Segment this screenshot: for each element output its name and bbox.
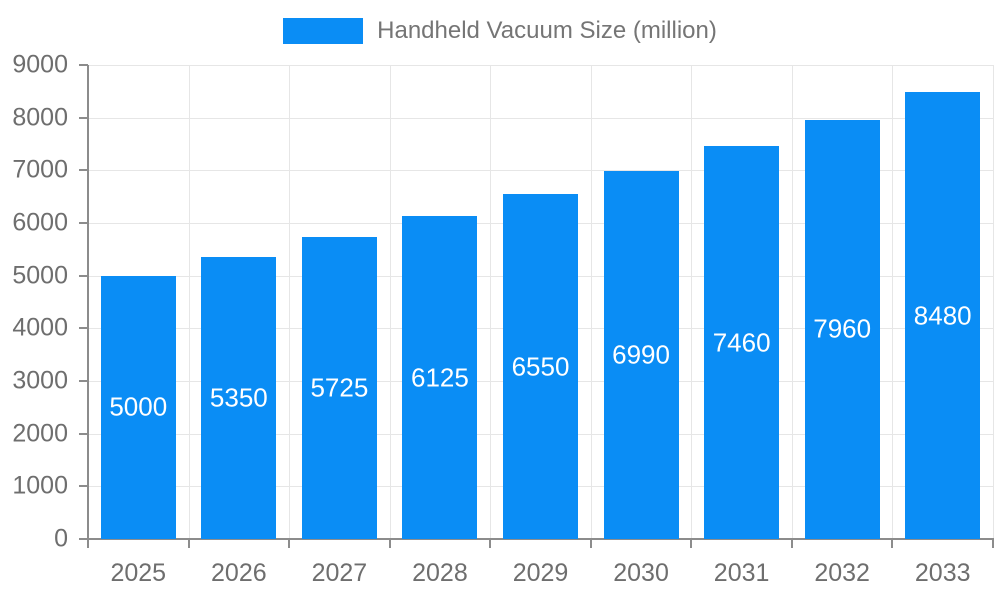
y-axis-tick [79,222,88,224]
bar [804,119,880,539]
x-tick-label: 2033 [914,559,971,587]
y-tick-label: 9000 [12,50,68,79]
y-axis-line [87,65,89,540]
bar [905,92,981,539]
bar [201,257,277,539]
x-axis-tick [388,539,391,548]
bar [704,146,780,539]
x-axis-tick [992,539,994,548]
bar-value-label: 5000 [109,391,168,422]
v-gridline [389,65,391,539]
v-gridline [590,65,592,539]
x-tick-label: 2029 [512,559,569,587]
bar-value-label: 8480 [913,300,972,331]
v-gridline [791,65,793,539]
legend-series-label: Handheld Vacuum Size (million) [377,17,717,44]
y-axis-tick [79,116,88,119]
v-gridline [289,65,291,539]
x-tick-label: 2030 [613,559,669,587]
bar-value-label: 7960 [813,313,872,344]
y-tick-label: 7000 [12,155,68,184]
y-axis-tick [79,485,88,488]
y-axis-tick [79,64,88,66]
bar-value-label: 6125 [411,362,469,393]
bar [301,237,377,539]
bar [402,216,478,539]
x-axis-tick [288,539,291,548]
x-axis-tick [489,539,492,548]
x-tick-label: 2028 [412,559,468,587]
x-tick-label: 2027 [311,559,368,587]
h-gridline [88,170,993,172]
y-axis-tick [79,432,88,435]
bar [603,170,679,539]
x-axis-tick [790,539,793,548]
y-tick-label: 0 [54,524,68,553]
x-tick-label: 2025 [110,559,167,587]
v-gridline [892,65,894,539]
v-gridline [188,65,190,539]
y-tick-label: 1000 [12,471,68,500]
bar-value-label: 5350 [209,382,268,413]
x-axis-tick [87,539,89,548]
x-axis-line [87,538,994,540]
y-tick-label: 2000 [12,419,68,448]
bar-value-label: 7460 [712,327,771,358]
bar-value-label: 5725 [310,372,369,403]
y-tick-label: 3000 [12,366,68,395]
h-gridline [88,117,993,119]
y-tick-label: 6000 [12,208,68,237]
x-tick-label: 2031 [713,559,770,587]
v-gridline [490,65,492,539]
bar [100,275,176,539]
v-gridline [993,65,994,539]
y-axis-tick [79,169,88,172]
x-axis-tick [589,539,592,548]
x-axis-tick [891,539,894,548]
v-gridline [691,65,693,539]
y-tick-label: 4000 [12,313,68,342]
x-tick-label: 2032 [814,559,870,587]
bar-value-label: 6990 [612,339,670,370]
h-gridline [88,65,993,66]
legend-swatch [283,18,364,44]
y-tick-label: 5000 [12,261,68,290]
legend[interactable]: Handheld Vacuum Size (million) [0,17,1000,45]
y-axis-tick [79,327,88,330]
bar [503,194,578,539]
x-tick-label: 2026 [211,559,267,587]
y-axis-tick [79,380,88,382]
x-axis-tick [187,539,190,548]
y-axis-tick [79,538,88,540]
y-axis-tick [79,274,88,277]
bar-value-label: 6550 [511,351,570,382]
y-tick-label: 8000 [12,103,68,132]
x-axis-tick [690,539,693,548]
